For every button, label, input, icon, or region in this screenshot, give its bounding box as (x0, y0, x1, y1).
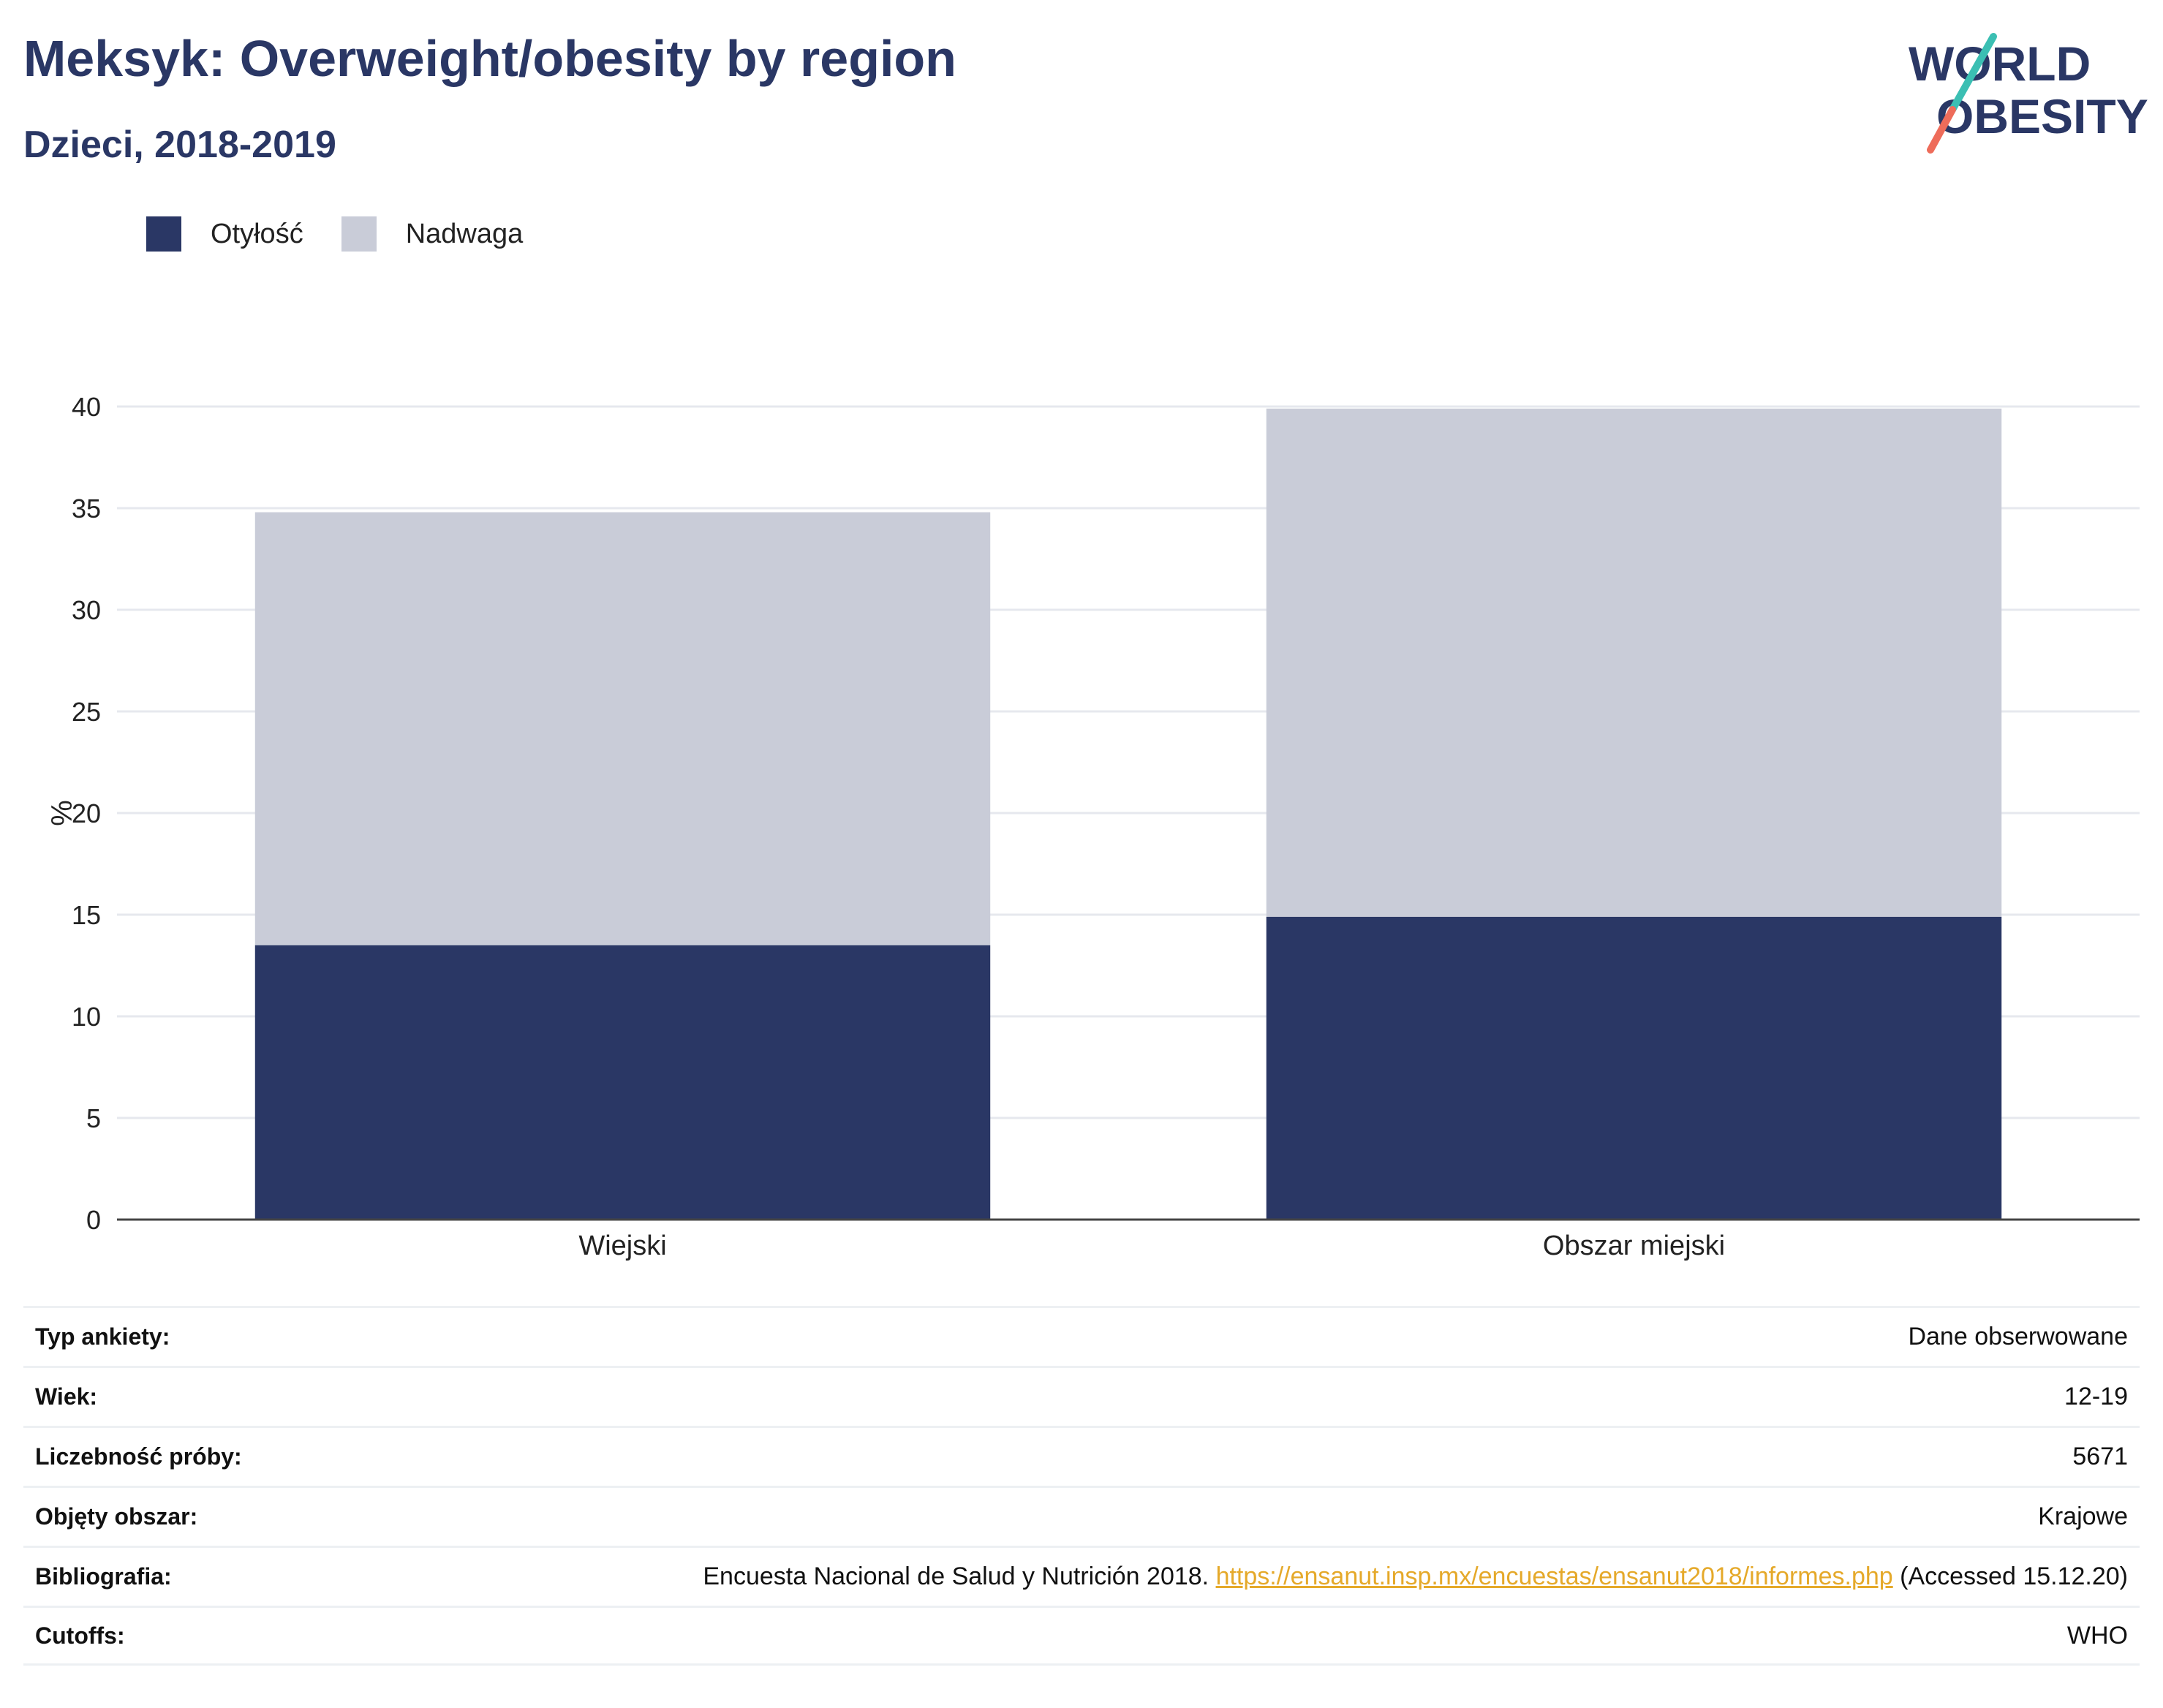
logo-line2: OBESITY (1936, 89, 2148, 143)
info-row-area: Objęty obszar: Krajowe (23, 1486, 2140, 1546)
info-value: Dane obserwowane (1908, 1323, 2128, 1350)
y-tick-label: 30 (72, 595, 101, 625)
info-row-bibliography: Bibliografia: Encuesta Nacional de Salud… (23, 1546, 2140, 1606)
legend: Otyłość Nadwaga (146, 216, 561, 252)
info-row-age: Wiek: 12-19 (23, 1366, 2140, 1426)
legend-label-obesity: Otyłość (211, 218, 303, 249)
bar-overweight (254, 512, 991, 945)
info-row-survey-type: Typ ankiety: Dane obserwowane (23, 1306, 2140, 1366)
legend-swatch-overweight (341, 216, 377, 252)
bibliography-text: Encuesta Nacional de Salud y Nutrición 2… (703, 1562, 1216, 1590)
bar-chart: 0 5 10 15 20 25 30 35 40% Wiejski Obszar miejski (45, 392, 2140, 1261)
info-value: WHO (2066, 1621, 2128, 1650)
info-key: Typ ankiety: (35, 1323, 170, 1350)
bar-overweight (1266, 408, 2002, 917)
x-tick-label: Obszar miejski (1543, 1231, 1725, 1261)
y-tick-label: 20 (72, 798, 101, 828)
legend-swatch-obesity (146, 216, 181, 252)
y-tick-label: 0 (86, 1205, 101, 1235)
info-value: 5671 (2072, 1443, 2128, 1470)
bar-obesity (1266, 916, 2002, 1220)
bar-obesity (254, 945, 991, 1220)
logo-line1: WORLD (1909, 37, 2091, 91)
x-tick-label: Wiejski (578, 1231, 666, 1261)
bibliography-link[interactable]: https://ensanut.insp.mx/encuestas/ensanu… (1215, 1562, 1893, 1590)
y-tick-label: 15 (72, 900, 101, 930)
info-row-sample-size: Liczebność próby: 5671 (23, 1426, 2140, 1486)
info-value: Krajowe (2038, 1503, 2128, 1530)
legend-label-overweight: Nadwaga (405, 218, 524, 249)
y-tick-label: 10 (72, 1002, 101, 1032)
bibliography-accessed: (Accessed 15.12.20) (1892, 1562, 2128, 1590)
info-table: Typ ankiety: Dane obserwowane Wiek: 12-1… (23, 1306, 2140, 1666)
y-tick-label: 25 (72, 697, 101, 727)
y-tick-label: 5 (86, 1103, 101, 1133)
info-key: Wiek: (35, 1383, 98, 1410)
y-axis-label: % (45, 800, 77, 826)
chart-title: Meksyk: Overweight/obesity by region (23, 30, 956, 87)
world-obesity-logo: WORLD OBESITY (1909, 33, 2148, 154)
legend-item-overweight[interactable]: Nadwaga (341, 216, 524, 252)
chart-subtitle: Dzieci, 2018-2019 (23, 124, 336, 166)
info-row-cutoffs: Cutoffs: WHO (23, 1606, 2140, 1666)
info-value: Encuesta Nacional de Salud y Nutrición 2… (703, 1562, 2128, 1591)
y-tick-label: 40 (72, 392, 101, 422)
info-key: Cutoffs: (35, 1622, 125, 1649)
info-key: Liczebność próby: (35, 1443, 242, 1470)
info-key: Objęty obszar: (35, 1503, 198, 1530)
legend-item-obesity[interactable]: Otyłość (146, 216, 303, 252)
info-key: Bibliografia: (35, 1563, 172, 1590)
info-value: 12-19 (2064, 1383, 2128, 1410)
y-tick-label: 35 (72, 494, 101, 524)
